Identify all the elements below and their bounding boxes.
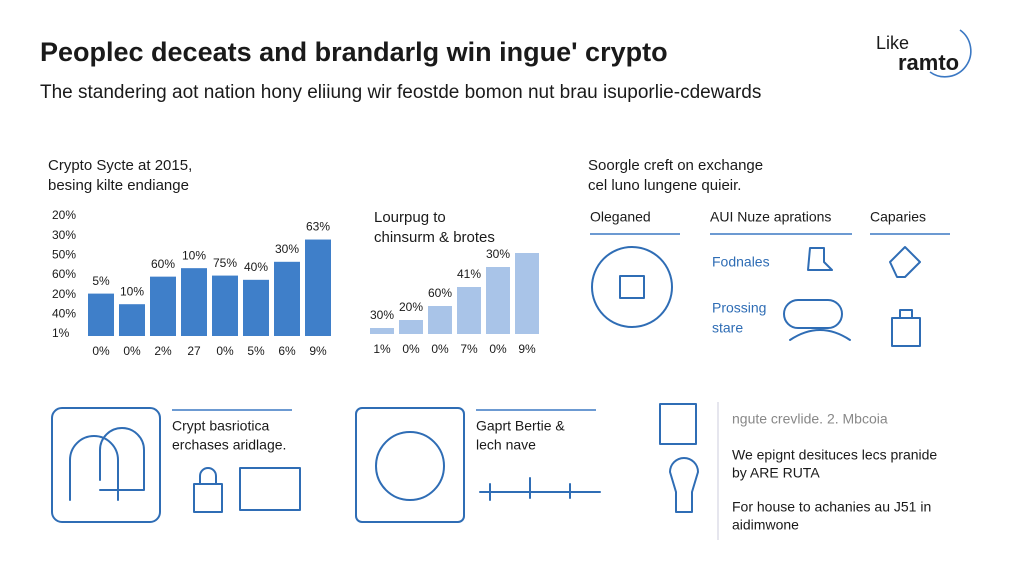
bar — [399, 320, 423, 334]
icon — [899, 309, 913, 319]
annotation: 75% — [213, 256, 237, 270]
y-label: 20% — [52, 208, 76, 222]
x-tick-label: 6% — [278, 344, 296, 358]
logo-text: Like — [876, 33, 909, 53]
icon — [807, 247, 833, 271]
icon — [669, 457, 699, 513]
icon — [591, 246, 673, 328]
bar — [119, 304, 145, 336]
column-header: Oleganed — [590, 209, 651, 225]
annotation: 60% — [151, 257, 175, 271]
bar — [274, 261, 300, 336]
subtitle: The standering aot nation hony eliiung w… — [40, 82, 761, 103]
section-title: Soorgle creft on exchange — [588, 157, 763, 174]
note: by ARE RUTA — [732, 465, 820, 481]
chart-title: chinsurm & brotes — [374, 229, 495, 246]
note: We epignt desituces lecs pranide — [732, 447, 937, 463]
y-label: 30% — [52, 228, 76, 242]
box-text: Crypt basriotica — [172, 418, 269, 434]
box — [355, 407, 465, 523]
bar — [486, 267, 510, 334]
x-tick-label: 7% — [460, 342, 478, 356]
x-tick-label: 0% — [216, 344, 234, 358]
icon — [479, 477, 601, 501]
annotation: 10% — [182, 248, 206, 262]
y-label: 60% — [52, 267, 76, 281]
chart-title: Lourpug to — [374, 209, 446, 226]
x-tick-label: 9% — [309, 344, 327, 358]
icon — [619, 275, 645, 299]
x-tick-label: 9% — [518, 342, 536, 356]
annotation: 60% — [428, 286, 452, 300]
bar — [243, 279, 269, 336]
x-tick-label: 0% — [92, 344, 110, 358]
icon — [69, 427, 145, 501]
bar — [212, 275, 238, 336]
y-label: 50% — [52, 248, 76, 262]
bar — [181, 268, 207, 336]
y-label: 20% — [52, 287, 76, 301]
box — [51, 407, 161, 523]
box-text: Gaprt Bertie & — [476, 418, 565, 434]
annotation: 41% — [457, 267, 481, 281]
bar — [305, 239, 331, 336]
icon — [659, 403, 697, 445]
x-tick-label: 0% — [123, 344, 141, 358]
y-label: 40% — [52, 307, 76, 321]
annotation: 40% — [244, 260, 268, 274]
icon — [193, 483, 223, 513]
x-tick-label: 0% — [431, 342, 449, 356]
annotation: 63% — [306, 220, 330, 234]
note: ngute crevlide. 2. Mbcoia — [732, 411, 888, 427]
chart-title: besing kilte endiange — [48, 177, 189, 194]
bar — [428, 306, 452, 334]
item: Prossing — [712, 300, 766, 316]
annotation: 30% — [275, 242, 299, 256]
icon — [889, 246, 921, 278]
y-label: 1% — [52, 326, 70, 340]
annotation: 30% — [370, 308, 394, 322]
annotation: 10% — [120, 284, 144, 298]
box-text: lech nave — [476, 437, 536, 453]
annotation: 5% — [92, 274, 110, 288]
column-header: AUI Nuze aprations — [710, 209, 831, 225]
logo-arc — [929, 29, 972, 78]
column-header: Caparies — [870, 209, 926, 225]
note: aidimwone — [732, 517, 799, 533]
bar — [88, 293, 114, 336]
annotation: 30% — [486, 247, 510, 261]
icon — [891, 317, 921, 347]
section-title: cel luno lungene quieir. — [588, 177, 741, 194]
bar — [515, 253, 539, 334]
x-tick-label: 27 — [187, 344, 201, 358]
bar — [370, 328, 394, 334]
x-tick-label: 0% — [489, 342, 507, 356]
item: stare — [712, 320, 743, 336]
bar — [457, 287, 481, 334]
logo-text: ramto — [898, 50, 959, 75]
icon — [375, 431, 445, 501]
x-tick-label: 5% — [247, 344, 265, 358]
icon — [239, 467, 301, 511]
note: For house to achanies au J51 in — [732, 499, 931, 515]
box-text: erchases aridlage. — [172, 437, 286, 453]
icon — [783, 299, 851, 341]
item: Fodnales — [712, 254, 770, 270]
chart-title: Crypto Sycte at 2015, — [48, 157, 192, 174]
bar — [150, 276, 176, 336]
x-tick-label: 0% — [402, 342, 420, 356]
title: Peoplec deceats and brandarlg win ingue'… — [40, 37, 668, 67]
icon — [199, 467, 217, 485]
x-tick-label: 1% — [373, 342, 391, 356]
annotation: 20% — [399, 300, 423, 314]
x-tick-label: 2% — [154, 344, 172, 358]
